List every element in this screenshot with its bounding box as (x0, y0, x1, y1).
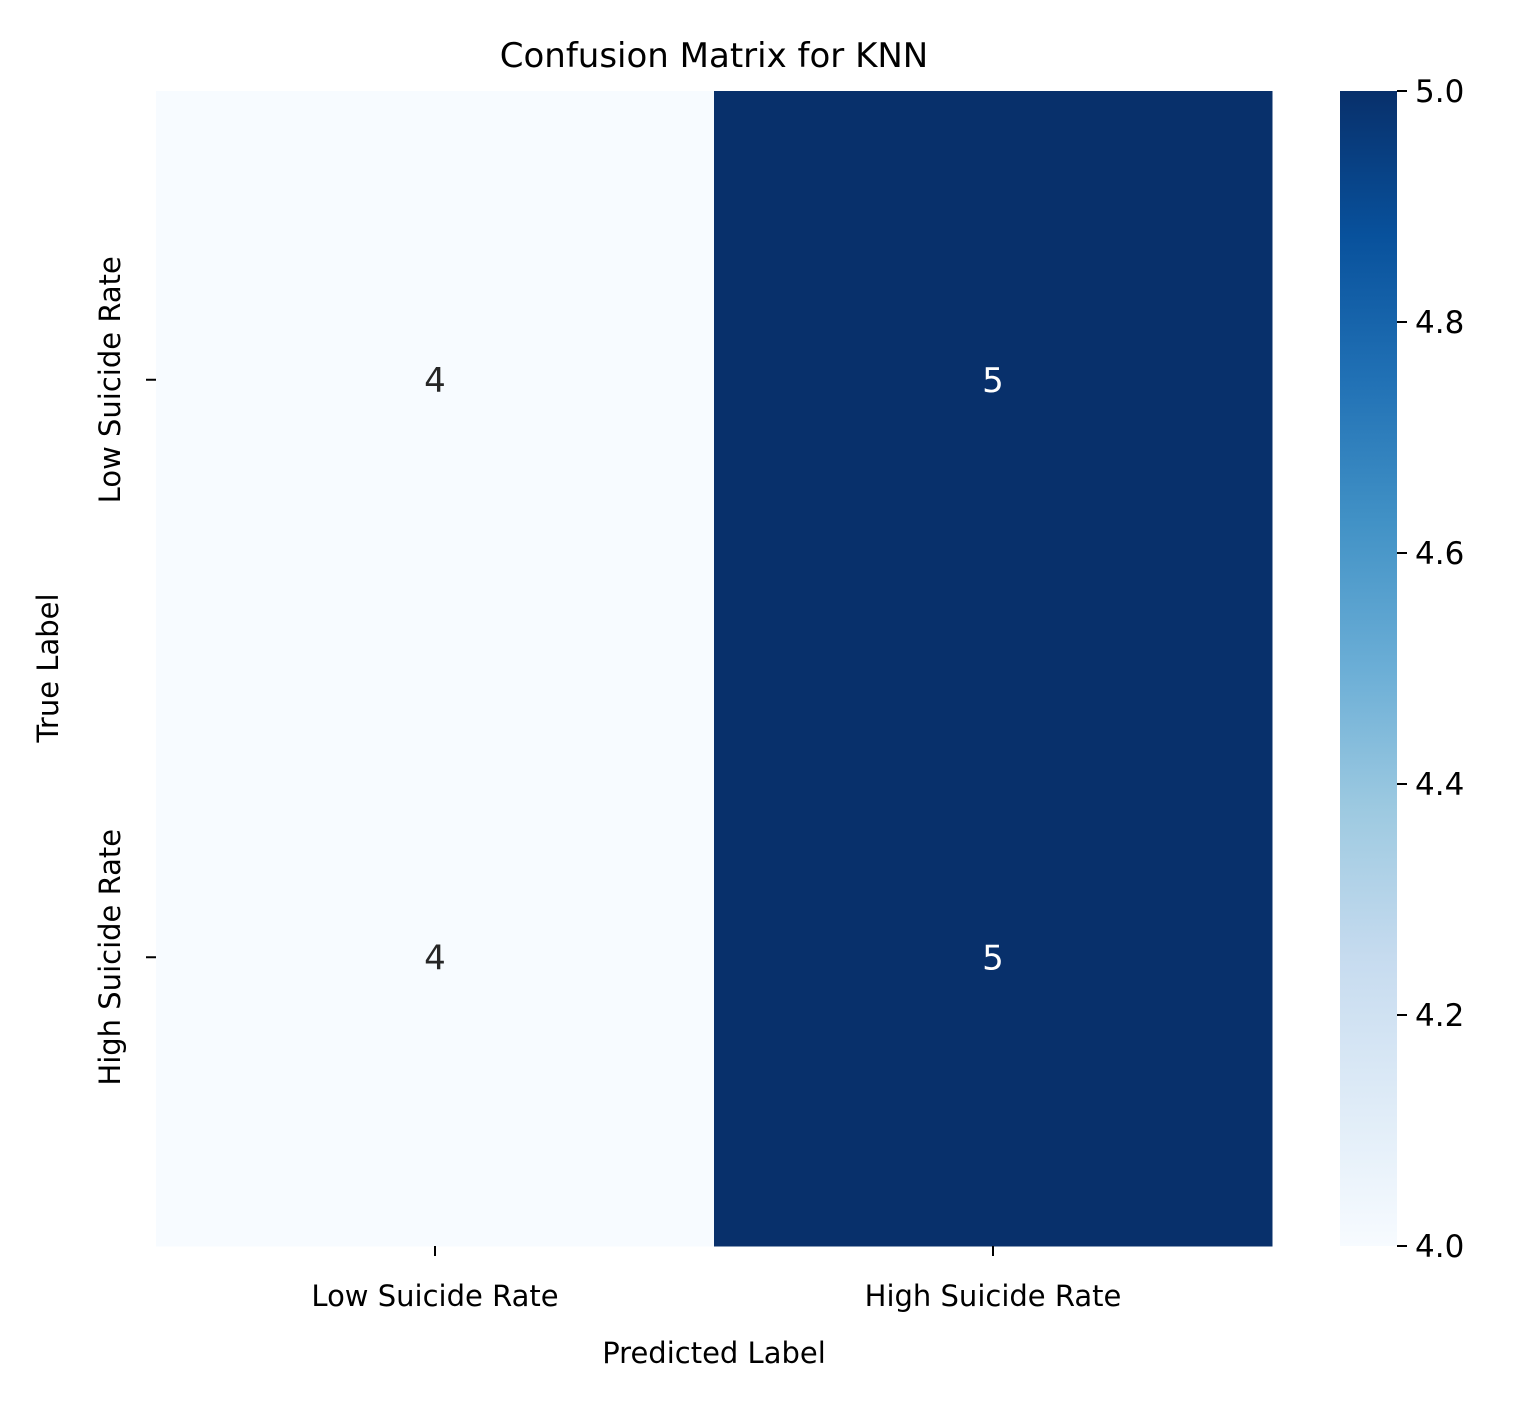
y-tick-label: High Suicide Rate (93, 829, 127, 1086)
cell-annotations: 4 5 4 5 (424, 361, 1004, 979)
heatmap-cells (156, 91, 1273, 1247)
y-axis-title: True Label (31, 593, 65, 743)
colorbar-ticks: 4.0 4.2 4.4 4.6 4.8 5.0 (1397, 74, 1464, 1265)
heatmap-cell (714, 91, 1273, 669)
cell-value-label: 5 (982, 938, 1004, 978)
chart-title: Confusion Matrix for KNN (500, 36, 929, 76)
y-tick-label: Low Suicide Rate (93, 256, 127, 503)
colorbar-tick-label: 4.4 (1415, 767, 1464, 803)
heatmap-cell (156, 91, 715, 669)
cell-value-label: 4 (424, 361, 446, 401)
colorbar (1340, 91, 1397, 1246)
x-axis-ticks: Low Suicide Rate High Suicide Rate (311, 1246, 1121, 1313)
y-axis-ticks: Low Suicide Rate High Suicide Rate (93, 256, 156, 1086)
x-tick-label: Low Suicide Rate (311, 1279, 558, 1313)
heatmap-cell (156, 668, 715, 1247)
x-axis-title: Predicted Label (602, 1336, 826, 1370)
x-tick-label: High Suicide Rate (865, 1279, 1122, 1313)
colorbar-tick-label: 4.2 (1415, 998, 1464, 1034)
colorbar-tick-label: 4.6 (1415, 536, 1464, 572)
colorbar-tick-label: 4.0 (1415, 1229, 1464, 1265)
heatmap-cell (714, 668, 1273, 1247)
colorbar-tick-label: 5.0 (1415, 74, 1464, 110)
colorbar-tick-label: 4.8 (1415, 305, 1464, 341)
cell-value-label: 4 (424, 938, 446, 978)
cell-value-label: 5 (982, 361, 1004, 401)
